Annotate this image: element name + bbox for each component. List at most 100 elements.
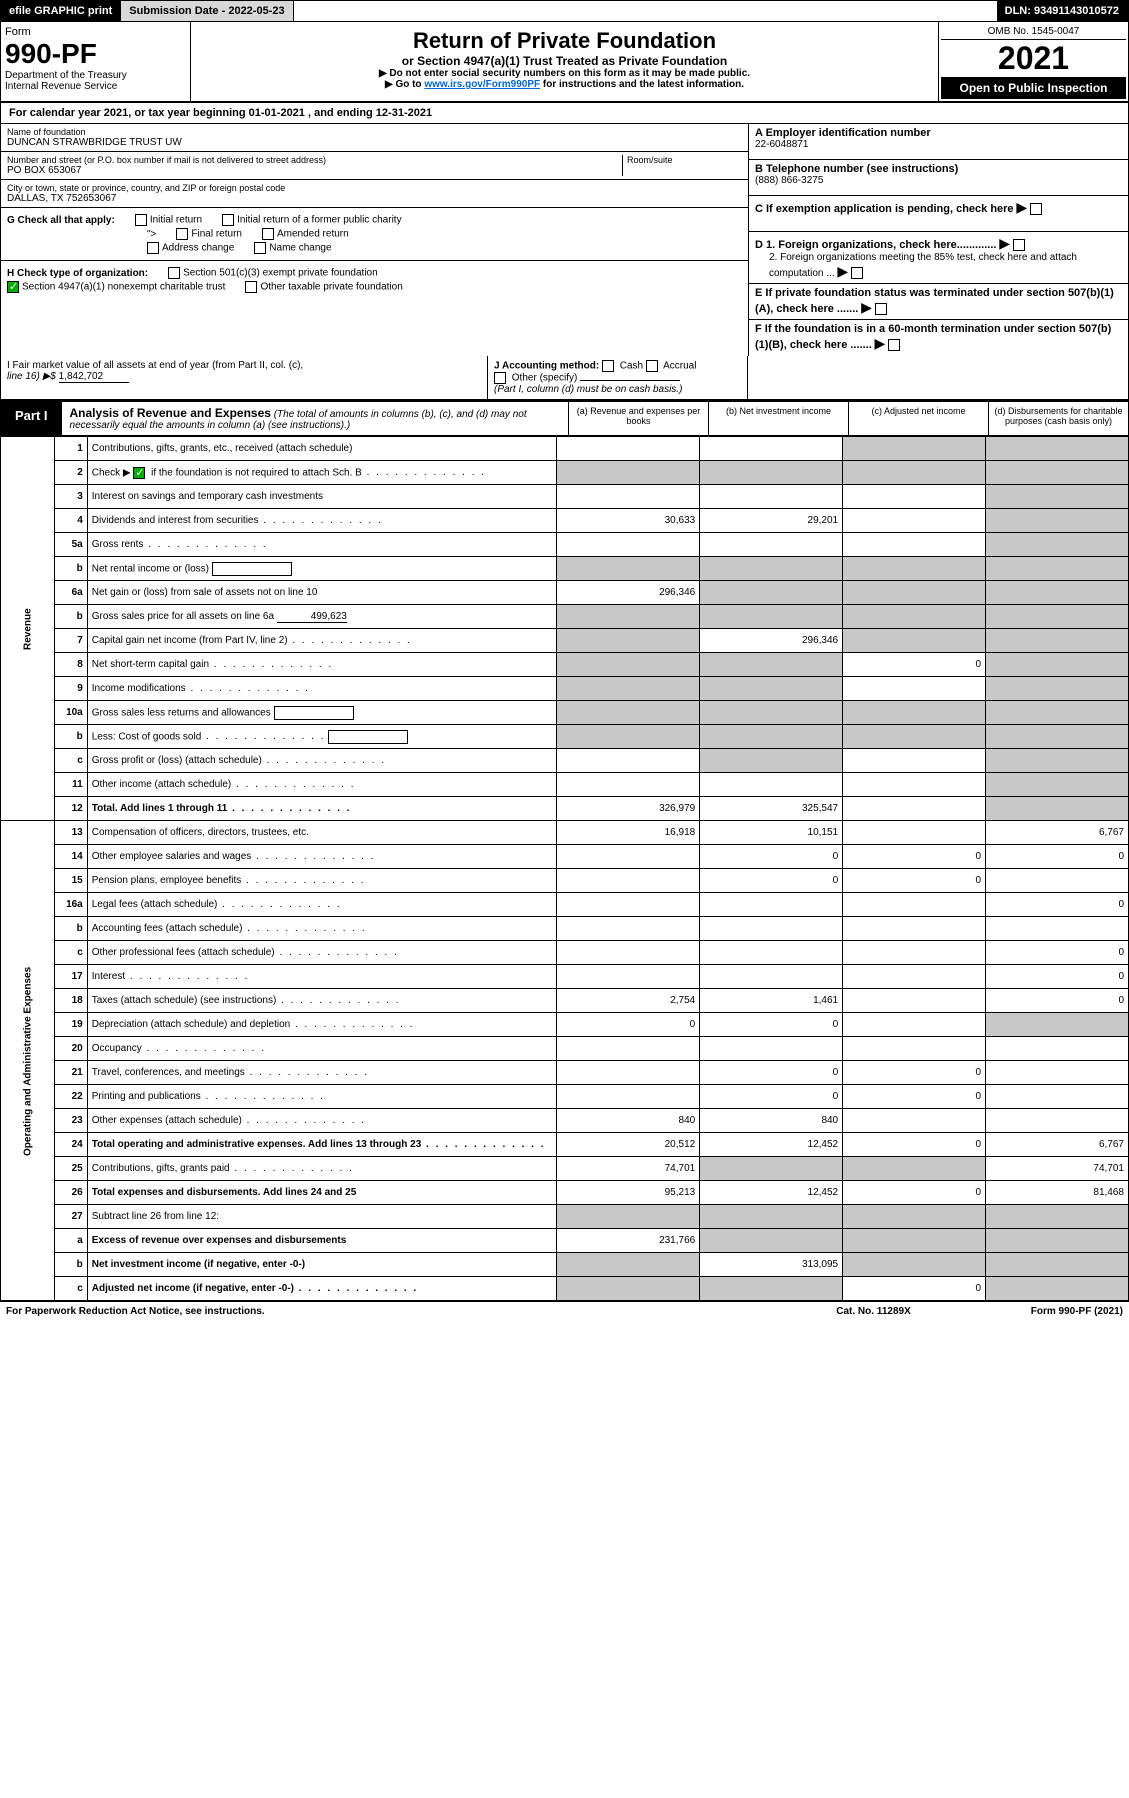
- line-desc: Gross sales price for all assets on line…: [87, 605, 557, 629]
- line-desc: Total operating and administrative expen…: [87, 1133, 557, 1157]
- line-desc: Dividends and interest from securities: [87, 509, 557, 533]
- amount-cell: [986, 725, 1129, 749]
- amount-cell: 0: [986, 941, 1129, 965]
- line-number: 27: [55, 1205, 88, 1229]
- g-check-block: G Check all that apply: Initial return I…: [1, 208, 748, 261]
- amount-cell: [700, 917, 843, 941]
- amount-cell: [557, 461, 700, 485]
- amount-cell: [700, 485, 843, 509]
- form-header: Form 990-PF Department of the Treasury I…: [0, 22, 1129, 103]
- checkbox-501c3[interactable]: [168, 267, 180, 279]
- checkbox-accrual[interactable]: [646, 360, 658, 372]
- table-row: 14Other employee salaries and wages000: [1, 845, 1129, 869]
- amount-cell: 0: [843, 845, 986, 869]
- checkbox-amended[interactable]: [262, 228, 274, 240]
- line-desc: Net investment income (if negative, ente…: [87, 1253, 557, 1277]
- line-desc: Income modifications: [87, 677, 557, 701]
- checkbox-address-change[interactable]: [147, 242, 159, 254]
- table-row: bLess: Cost of goods sold: [1, 725, 1129, 749]
- address-cell: Number and street (or P.O. box number if…: [1, 152, 748, 180]
- table-row: 3Interest on savings and temporary cash …: [1, 485, 1129, 509]
- checkbox-final-return[interactable]: [176, 228, 188, 240]
- checkbox-f[interactable]: [888, 339, 900, 351]
- amount-cell: [986, 1061, 1129, 1085]
- amount-cell: 231,766: [557, 1229, 700, 1253]
- amount-cell: 30,633: [557, 509, 700, 533]
- f-block-dup: [748, 356, 1128, 399]
- table-row: 20Occupancy: [1, 1037, 1129, 1061]
- amount-cell: 0: [700, 845, 843, 869]
- submission-date: Submission Date - 2022-05-23: [121, 1, 293, 21]
- line-desc: Other expenses (attach schedule): [87, 1109, 557, 1133]
- amount-cell: [700, 1157, 843, 1181]
- c-exemption-cell: C If exemption application is pending, c…: [749, 196, 1128, 232]
- checkbox-other-taxable[interactable]: [245, 281, 257, 293]
- amount-cell: [557, 893, 700, 917]
- checkbox-d1[interactable]: [1013, 239, 1025, 251]
- line-desc: Printing and publications: [87, 1085, 557, 1109]
- table-row: cGross profit or (loss) (attach schedule…: [1, 749, 1129, 773]
- line-number: 15: [55, 869, 88, 893]
- line-number: c: [55, 941, 88, 965]
- dept-treasury: Department of the Treasury: [5, 70, 186, 81]
- amount-cell: [557, 1061, 700, 1085]
- line-number: 17: [55, 965, 88, 989]
- line-number: c: [55, 1277, 88, 1301]
- part1-table: Revenue1Contributions, gifts, grants, et…: [0, 436, 1129, 1301]
- amount-cell: [557, 773, 700, 797]
- note-ssn: ▶ Do not enter social security numbers o…: [197, 68, 932, 79]
- amount-cell: [700, 605, 843, 629]
- line-number: 2: [55, 461, 88, 485]
- amount-cell: [986, 917, 1129, 941]
- line-desc: Depreciation (attach schedule) and deple…: [87, 1013, 557, 1037]
- line-desc: Adjusted net income (if negative, enter …: [87, 1277, 557, 1301]
- table-row: 19Depreciation (attach schedule) and dep…: [1, 1013, 1129, 1037]
- amount-cell: [986, 1205, 1129, 1229]
- amount-cell: [557, 653, 700, 677]
- amount-cell: 0: [986, 845, 1129, 869]
- ij-row: I Fair market value of all assets at end…: [0, 356, 1129, 401]
- line-number: 23: [55, 1109, 88, 1133]
- f-termination-cell: F If the foundation is in a 60-month ter…: [749, 320, 1128, 356]
- line-number: 5a: [55, 533, 88, 557]
- checkbox-d2[interactable]: [851, 267, 863, 279]
- amount-cell: [557, 845, 700, 869]
- line-desc: Pension plans, employee benefits: [87, 869, 557, 893]
- footer-right: Form 990-PF (2021): [1031, 1306, 1123, 1317]
- checkbox-c[interactable]: [1030, 203, 1042, 215]
- checkbox-cash[interactable]: [602, 360, 614, 372]
- table-row: 25Contributions, gifts, grants paid74,70…: [1, 1157, 1129, 1181]
- amount-cell: [986, 557, 1129, 581]
- amount-cell: [557, 677, 700, 701]
- checkbox-name-change[interactable]: [254, 242, 266, 254]
- amount-cell: [843, 941, 986, 965]
- amount-cell: [843, 893, 986, 917]
- line-number: a: [55, 1229, 88, 1253]
- amount-cell: [700, 437, 843, 461]
- amount-cell: [986, 629, 1129, 653]
- checkbox-initial-former[interactable]: [222, 214, 234, 226]
- amount-cell: [843, 773, 986, 797]
- amount-cell: [557, 1085, 700, 1109]
- irs-link[interactable]: www.irs.gov/Form990PF: [424, 79, 540, 90]
- amount-cell: [843, 461, 986, 485]
- table-row: 22Printing and publications00: [1, 1085, 1129, 1109]
- part1-tag: Part I: [1, 402, 62, 435]
- amount-cell: [843, 1157, 986, 1181]
- amount-cell: 0: [843, 1061, 986, 1085]
- amount-cell: [986, 581, 1129, 605]
- amount-cell: [843, 509, 986, 533]
- col-c: (c) Adjusted net income: [848, 402, 988, 435]
- checkbox-4947a1[interactable]: [7, 281, 19, 293]
- checkbox-initial-return[interactable]: [135, 214, 147, 226]
- checkbox-e[interactable]: [875, 303, 887, 315]
- amount-cell: 74,701: [557, 1157, 700, 1181]
- table-row: 10aGross sales less returns and allowanc…: [1, 701, 1129, 725]
- e-terminated-cell: E If private foundation status was termi…: [749, 284, 1128, 320]
- amount-cell: 1,461: [700, 989, 843, 1013]
- amount-cell: 0: [700, 1085, 843, 1109]
- table-row: bAccounting fees (attach schedule): [1, 917, 1129, 941]
- checkbox-other-method[interactable]: [494, 372, 506, 384]
- amount-cell: [700, 533, 843, 557]
- line-desc: Accounting fees (attach schedule): [87, 917, 557, 941]
